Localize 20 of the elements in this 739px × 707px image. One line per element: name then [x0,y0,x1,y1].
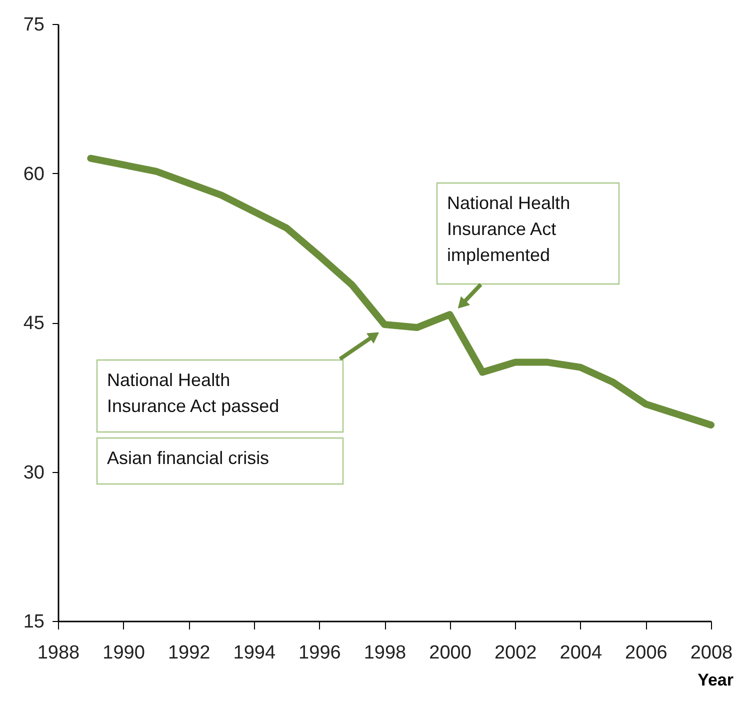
y-tick-label: 45 [23,313,44,334]
x-tick-label: 1990 [102,642,145,664]
x-tick-label: 2002 [494,642,537,664]
x-tick-label: 1992 [168,642,210,664]
x-tick-label: 1988 [37,642,80,664]
y-tick-label: 60 [23,164,44,185]
x-tick-label: 1998 [364,642,406,664]
x-tick-label: 1994 [233,642,276,664]
x-tick-label: 2008 [690,642,733,664]
x-tick-label: 2000 [429,642,472,664]
y-tick-label: 30 [23,462,44,484]
y-tick-label: 75 [23,14,44,36]
x-axis-title: Year [698,670,734,690]
annotation: National Health Insurance Act implemented [447,193,570,265]
x-tick-label: 2006 [625,642,668,664]
y-tick-label: 15 [23,612,44,632]
annotation: National Health Insurance Act passed [107,370,280,416]
x-tick-label: 1996 [298,642,341,664]
annotation: Asian financial crisis [107,448,270,468]
x-tick-label: 2004 [560,642,602,664]
